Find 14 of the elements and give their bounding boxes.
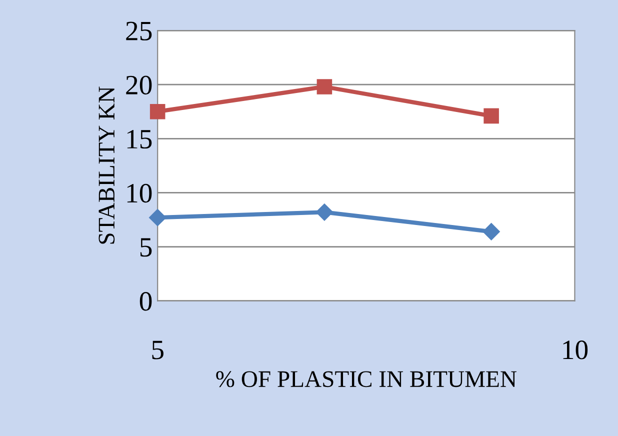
y-tick-label: 0 bbox=[140, 292, 152, 311]
point bbox=[316, 204, 333, 221]
point bbox=[150, 104, 166, 120]
y-tick-label: 10 bbox=[127, 184, 152, 203]
y-tick-label: 5 bbox=[140, 238, 152, 257]
y-tick-label: 25 bbox=[126, 22, 152, 40]
x-axis-title: % OF PLASTIC IN BITUMEN bbox=[216, 371, 516, 388]
y-tick-label: 20 bbox=[126, 76, 152, 94]
point bbox=[482, 223, 500, 240]
y-axis-title: STABILITY KN bbox=[98, 86, 115, 244]
point bbox=[484, 108, 499, 124]
point bbox=[149, 209, 166, 226]
y-tick-label: 15 bbox=[127, 130, 152, 149]
point bbox=[316, 79, 332, 94]
